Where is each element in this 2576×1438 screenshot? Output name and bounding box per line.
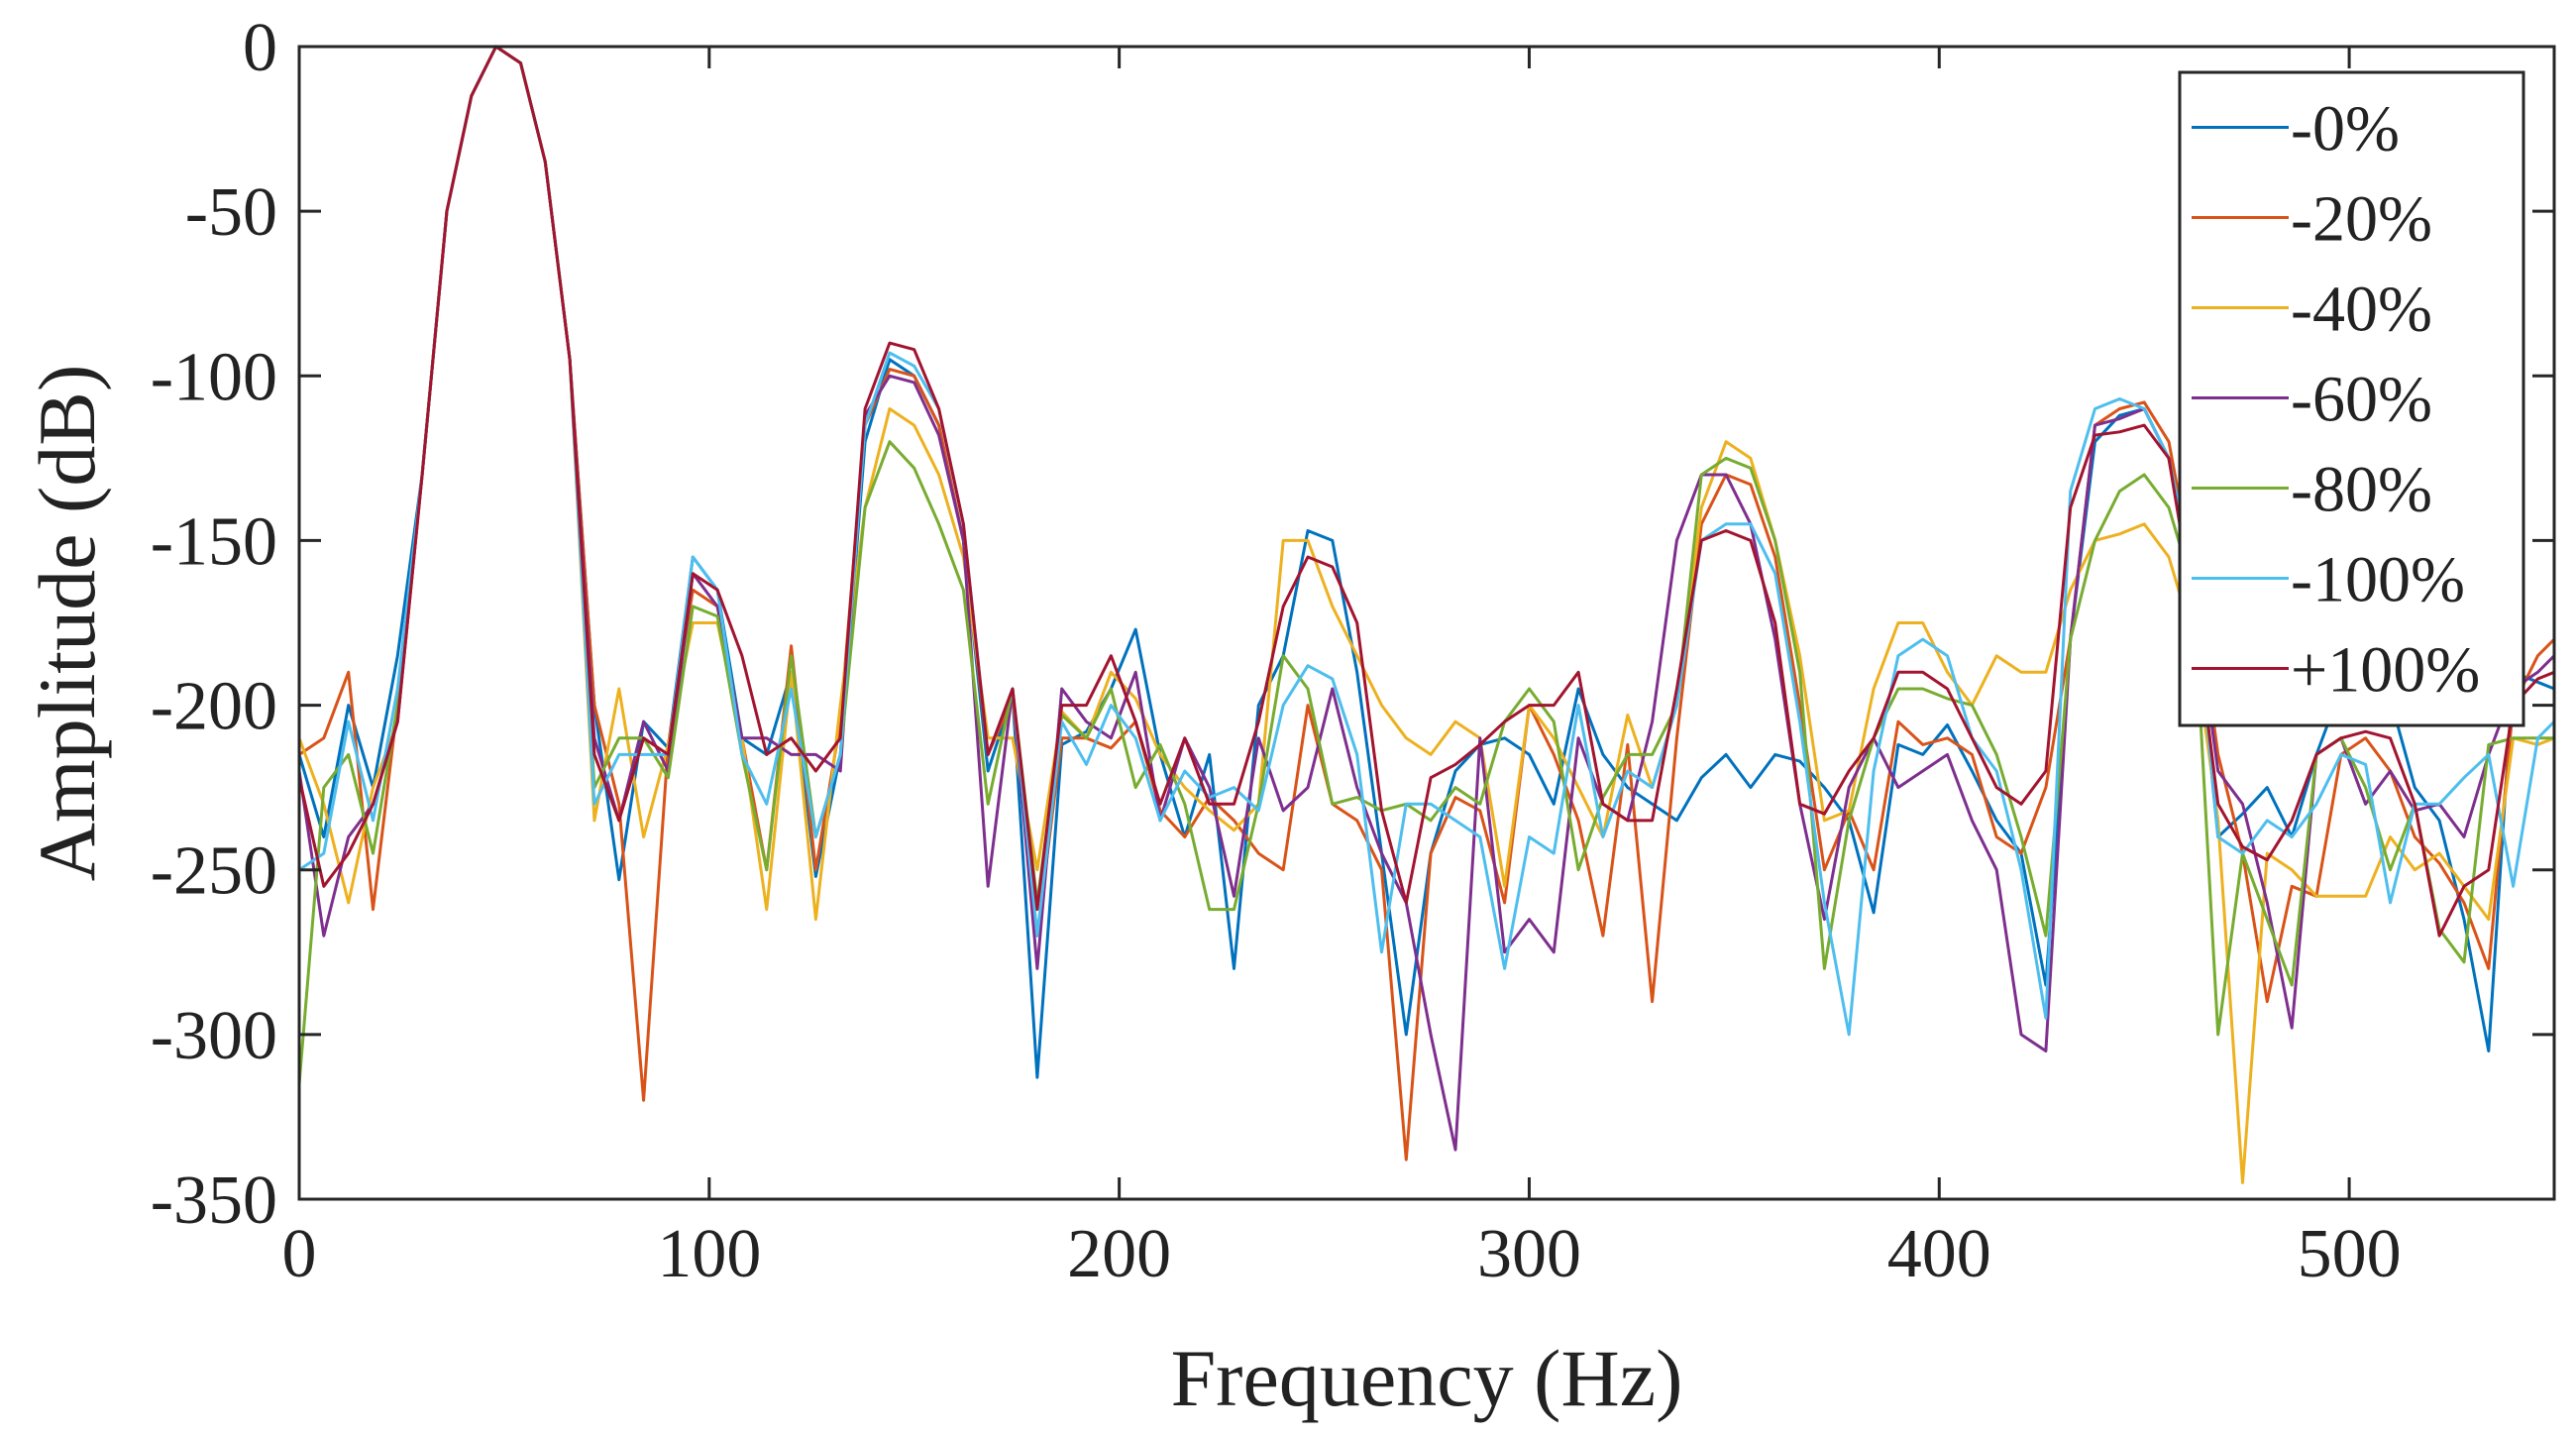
x-tick-label: 100 <box>657 1216 761 1292</box>
y-tick-label: -100 <box>151 339 277 415</box>
y-tick-label: -200 <box>151 669 277 745</box>
x-axis-title: Frequency (Hz) <box>1171 1333 1683 1423</box>
y-tick-label: -250 <box>151 833 277 910</box>
x-tick-label: 500 <box>2298 1216 2402 1292</box>
y-tick-label: -150 <box>151 503 277 580</box>
legend-label: -80% <box>2291 454 2432 526</box>
legend-label: -0% <box>2291 93 2400 166</box>
legend-label: +100% <box>2291 634 2480 707</box>
legend-label: -20% <box>2291 183 2432 256</box>
x-tick-label: 200 <box>1067 1216 1171 1292</box>
legend-label: -40% <box>2291 274 2432 346</box>
x-tick-label: 0 <box>282 1216 317 1292</box>
x-axis: 0 100 200 300 400 500 <box>282 47 2402 1292</box>
y-axis-title: Amplitude (dB) <box>22 365 112 882</box>
y-tick-label: -350 <box>151 1162 277 1239</box>
legend-label: -60% <box>2291 364 2432 436</box>
legend-label: -100% <box>2291 544 2465 616</box>
legend: -0% -20% -40% -60% -80% -100% +100% <box>2178 70 2525 727</box>
x-tick-label: 400 <box>1887 1216 1991 1292</box>
plot-frame <box>297 45 2556 1201</box>
x-tick-label: 300 <box>1477 1216 1581 1292</box>
y-tick-label: -300 <box>151 998 277 1074</box>
y-tick-label: 0 <box>243 10 277 86</box>
y-axis: 0 -50 -100 -150 -200 -250 -300 -350 <box>151 10 2554 1239</box>
y-tick-label: -50 <box>185 174 277 251</box>
